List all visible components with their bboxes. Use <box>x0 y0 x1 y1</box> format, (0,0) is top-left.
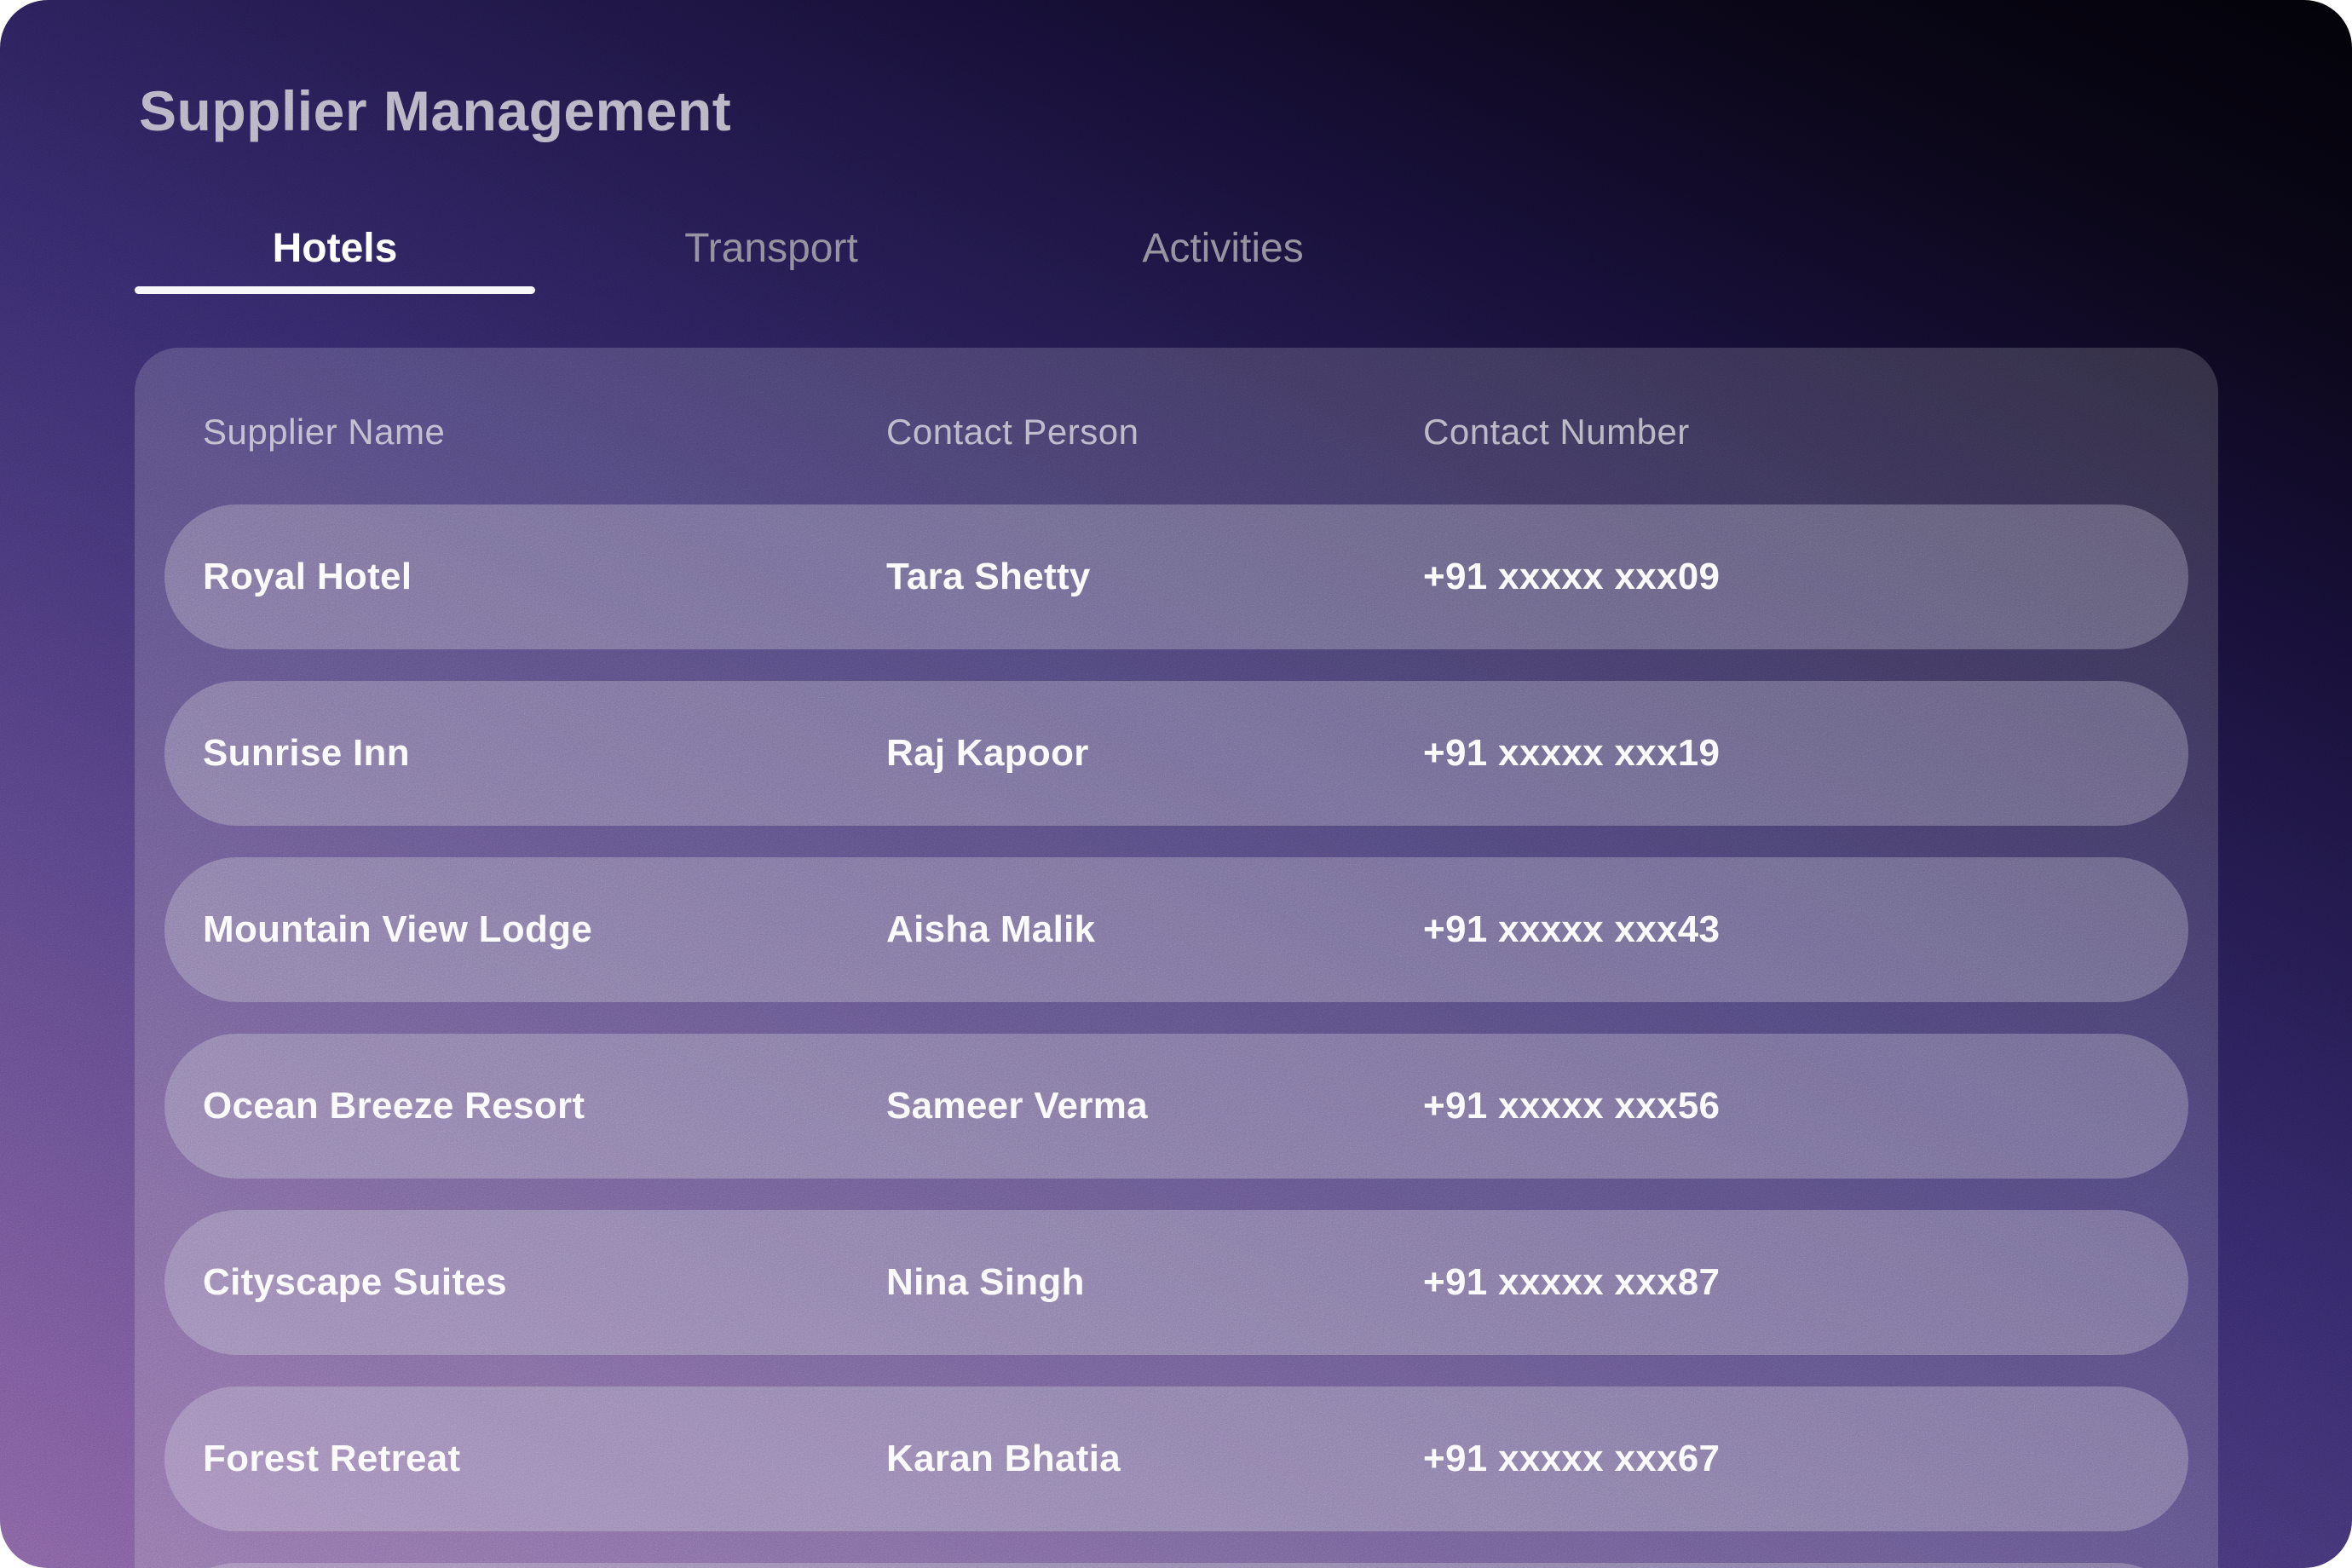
table-row[interactable]: Forest Retreat Karan Bhatia +91 xxxxx xx… <box>164 1386 2188 1531</box>
cell-contact-person: Nina Singh <box>886 1261 1085 1303</box>
tab-bar: Hotels Transport Activities <box>135 225 1430 303</box>
cell-supplier-name: Sunrise Inn <box>203 732 410 774</box>
cell-contact-person: Aisha Malik <box>886 908 1096 950</box>
cell-contact-number: +91 xxxxx xxx67 <box>1423 1438 1721 1479</box>
cell-supplier-name: Ocean Breeze Resort <box>203 1085 585 1127</box>
tab-activities[interactable]: Activities <box>1142 226 1304 271</box>
table-row[interactable]: Cityscape Suites Nina Singh +91 xxxxx xx… <box>164 1210 2188 1355</box>
table-row[interactable]: Ocean Breeze Resort Sameer Verma +91 xxx… <box>164 1034 2188 1179</box>
table-row-partial[interactable] <box>164 1563 2188 1568</box>
cell-contact-person: Sameer Verma <box>886 1085 1148 1127</box>
table-row[interactable]: Mountain View Lodge Aisha Malik +91 xxxx… <box>164 857 2188 1002</box>
cell-contact-number: +91 xxxxx xxx09 <box>1423 556 1721 597</box>
table-header-row: Supplier Name Contact Person Contact Num… <box>135 348 2218 504</box>
column-header-contact-number: Contact Number <box>1423 412 1690 452</box>
tab-hotels[interactable]: Hotels <box>272 226 398 271</box>
cell-contact-person: Tara Shetty <box>886 556 1091 597</box>
table-row[interactable]: Sunrise Inn Raj Kapoor +91 xxxxx xxx19 <box>164 681 2188 826</box>
table-body: Royal Hotel Tara Shetty +91 xxxxx xxx09 … <box>164 504 2188 1531</box>
column-header-contact-person: Contact Person <box>886 412 1139 452</box>
tab-transport[interactable]: Transport <box>684 226 858 271</box>
cell-contact-person: Karan Bhatia <box>886 1438 1121 1479</box>
cell-supplier-name: Cityscape Suites <box>203 1261 507 1303</box>
page-title: Supplier Management <box>139 79 732 142</box>
cell-contact-number: +91 xxxxx xxx56 <box>1423 1085 1721 1127</box>
cell-contact-person: Raj Kapoor <box>886 732 1089 774</box>
table-row[interactable]: Royal Hotel Tara Shetty +91 xxxxx xxx09 <box>164 504 2188 649</box>
table-rows: Royal Hotel Tara Shetty +91 xxxxx xxx09 … <box>135 504 2218 1568</box>
cell-contact-number: +91 xxxxx xxx19 <box>1423 732 1721 774</box>
cell-supplier-name: Royal Hotel <box>203 556 412 597</box>
column-header-supplier-name: Supplier Name <box>203 412 446 452</box>
active-tab-indicator <box>135 286 535 294</box>
suppliers-table: Supplier Name Contact Person Contact Num… <box>135 348 2218 1568</box>
cell-contact-number: +91 xxxxx xxx87 <box>1423 1261 1721 1303</box>
cell-supplier-name: Forest Retreat <box>203 1438 461 1479</box>
cell-contact-number: +91 xxxxx xxx43 <box>1423 908 1721 950</box>
cell-supplier-name: Mountain View Lodge <box>203 908 593 950</box>
